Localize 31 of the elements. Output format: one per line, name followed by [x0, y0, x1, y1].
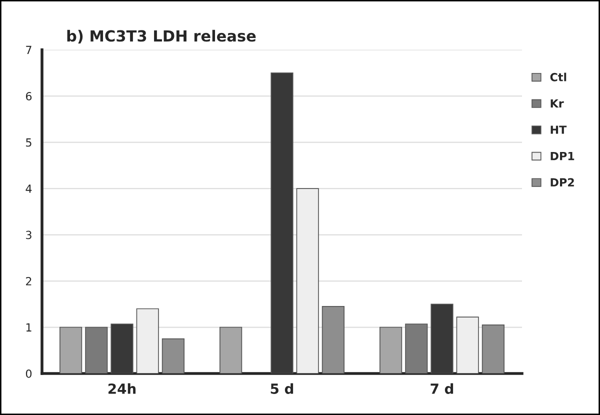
y-tick-label: 3	[26, 230, 32, 240]
bar	[85, 326, 108, 374]
x-tick-label: 24h	[108, 383, 136, 394]
x-tick-label: 5 d	[270, 383, 294, 394]
y-tick-label: 5	[26, 138, 32, 147]
y-tick-label: 1	[26, 323, 32, 332]
bar	[405, 324, 428, 374]
bar	[430, 304, 454, 374]
legend-label: HT	[550, 126, 567, 134]
bar	[110, 324, 134, 374]
y-tick-label: 7	[26, 46, 32, 54]
bar	[482, 324, 504, 374]
x-tick-label: 7 d	[430, 383, 454, 394]
y-tick-label: 0	[26, 369, 32, 378]
legend-label: Kr	[550, 99, 564, 108]
bar	[322, 306, 344, 374]
y-tick-label: 2	[26, 276, 32, 286]
y-tick-label: 4	[26, 184, 32, 193]
legend-label: Ctl	[550, 72, 566, 82]
chart-title: b) MC3T3 LDH release	[67, 30, 256, 44]
bar	[60, 326, 82, 374]
bar	[136, 308, 159, 374]
bar	[220, 326, 242, 374]
legend-label: DP2	[550, 178, 574, 186]
bar	[270, 72, 294, 374]
bar	[296, 188, 319, 374]
bar	[162, 338, 184, 374]
y-tick-label: 6	[26, 92, 32, 100]
legend-label: DP1	[550, 152, 574, 160]
bar	[380, 326, 402, 374]
bar	[456, 316, 479, 374]
